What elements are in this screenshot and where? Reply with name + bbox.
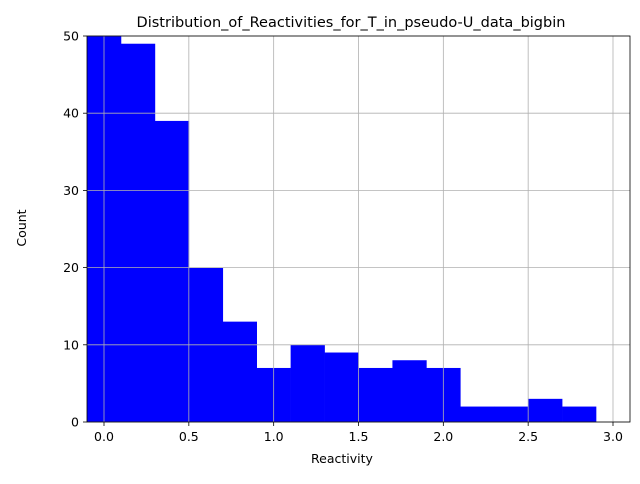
x-tick-label: 0.5 — [179, 429, 199, 444]
x-tick-label: 1.5 — [349, 429, 369, 444]
histogram-bar — [562, 406, 597, 422]
x-axis-label: Reactivity — [311, 451, 373, 466]
y-tick-label: 10 — [63, 337, 79, 352]
chart-title: Distribution_of_Reactivities_for_T_in_ps… — [137, 15, 566, 31]
histogram-bar — [154, 120, 190, 423]
y-tick-label: 30 — [63, 183, 79, 198]
histogram-bar — [290, 344, 325, 422]
y-tick-label: 20 — [63, 260, 79, 275]
x-tick-label: 2.0 — [433, 429, 453, 444]
x-tick-label: 0.0 — [94, 429, 114, 444]
y-axis-label: Count — [14, 209, 29, 246]
y-tick-label: 40 — [63, 106, 79, 121]
y-tick-label: 0 — [71, 415, 79, 430]
histogram-bar — [494, 406, 529, 422]
histogram-bar — [358, 367, 393, 422]
x-tick-label: 2.5 — [518, 429, 538, 444]
y-axis-ticks: 0 10 20 30 40 50 — [63, 29, 87, 430]
x-tick-label: 3.0 — [603, 429, 623, 444]
histogram-bar — [392, 360, 427, 422]
histogram-bars — [87, 36, 597, 423]
histogram-bar — [120, 43, 156, 422]
histogram-bar — [528, 398, 563, 422]
histogram-bar — [324, 352, 359, 422]
y-tick-label: 50 — [63, 29, 79, 44]
x-axis-ticks: 0.0 0.5 1.0 1.5 2.0 2.5 3.0 — [94, 422, 623, 444]
histogram-bar — [222, 321, 257, 422]
histogram-bar — [460, 406, 495, 422]
x-tick-label: 1.0 — [264, 429, 284, 444]
